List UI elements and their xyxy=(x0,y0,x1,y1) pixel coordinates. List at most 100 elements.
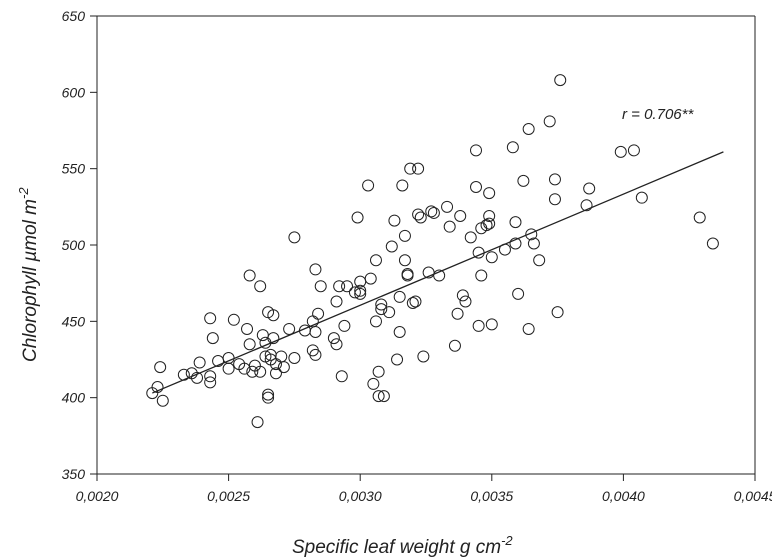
x-tick-label: 0,0035 xyxy=(470,488,513,504)
data-point xyxy=(548,173,561,186)
data-point xyxy=(254,280,267,293)
data-point xyxy=(327,332,340,345)
data-point xyxy=(427,206,440,219)
data-point xyxy=(583,182,596,195)
trend-line xyxy=(152,151,724,394)
data-point xyxy=(441,200,454,213)
data-point xyxy=(401,269,414,282)
data-point xyxy=(377,390,390,403)
data-point xyxy=(509,216,522,229)
y-axis-title-text: Chlorophyll µmol m xyxy=(20,199,41,362)
data-point xyxy=(522,122,535,135)
data-point xyxy=(517,174,530,187)
data-point xyxy=(391,353,404,366)
data-point xyxy=(485,251,498,264)
data-point xyxy=(388,214,401,227)
data-point xyxy=(283,322,296,335)
x-axis-title-superscript: -2 xyxy=(501,533,513,548)
data-point xyxy=(383,306,396,319)
x-axis-title-text: Specific leaf weight g cm xyxy=(292,537,501,558)
data-point xyxy=(614,145,627,158)
data-point xyxy=(393,326,406,339)
data-point xyxy=(483,217,496,230)
data-point xyxy=(414,211,427,224)
data-point xyxy=(480,219,493,232)
data-point xyxy=(512,287,525,300)
data-point xyxy=(262,388,275,401)
data-point xyxy=(206,332,219,345)
data-point xyxy=(191,371,204,384)
data-point xyxy=(227,313,240,326)
data-point xyxy=(522,322,535,335)
data-point xyxy=(251,416,264,429)
data-point xyxy=(154,361,167,374)
y-tick-label: 450 xyxy=(62,313,86,329)
data-point xyxy=(241,322,254,335)
data-point xyxy=(393,290,406,303)
y-tick-label: 400 xyxy=(62,390,86,406)
data-point xyxy=(288,231,301,244)
data-point xyxy=(706,237,719,250)
data-point xyxy=(451,307,464,320)
data-point xyxy=(254,365,267,378)
data-point xyxy=(348,286,361,299)
data-point xyxy=(333,280,346,293)
data-point xyxy=(433,269,446,282)
data-point xyxy=(314,280,327,293)
data-point xyxy=(256,329,269,342)
data-point xyxy=(354,287,367,300)
data-point xyxy=(425,205,438,218)
data-point xyxy=(362,179,375,192)
x-tick-label: 0,0020 xyxy=(76,488,119,504)
data-points xyxy=(146,74,719,429)
correlation-annotation: r = 0.706** xyxy=(622,106,694,123)
y-axis-title-superscript: -2 xyxy=(16,187,31,199)
data-point xyxy=(330,338,343,351)
data-point xyxy=(417,350,430,363)
data-point xyxy=(267,309,280,322)
data-point xyxy=(470,180,483,193)
data-point xyxy=(527,237,540,250)
data-point xyxy=(375,298,388,311)
data-point xyxy=(341,280,354,293)
x-tick-label: 0,0025 xyxy=(207,488,250,504)
data-point xyxy=(193,356,206,369)
data-point xyxy=(635,191,648,204)
data-point xyxy=(354,284,367,297)
data-point xyxy=(543,115,556,128)
data-point xyxy=(222,362,235,375)
data-point xyxy=(275,350,288,363)
data-point xyxy=(475,269,488,282)
data-point xyxy=(412,208,425,221)
data-point xyxy=(485,318,498,331)
data-point xyxy=(580,199,593,212)
data-point xyxy=(246,365,259,378)
data-point xyxy=(364,272,377,285)
y-tick-label: 600 xyxy=(62,84,86,100)
data-point xyxy=(448,339,461,352)
data-point xyxy=(309,263,322,276)
data-point xyxy=(309,326,322,339)
data-point xyxy=(351,211,364,224)
data-point xyxy=(459,295,472,308)
y-axis-title: Chlorophyll µmol m-2 xyxy=(16,187,41,362)
data-point xyxy=(398,229,411,242)
data-point xyxy=(204,376,217,389)
data-point xyxy=(483,187,496,200)
data-point xyxy=(156,394,169,407)
data-point xyxy=(385,240,398,253)
y-tick-label: 350 xyxy=(62,466,86,482)
data-point xyxy=(151,380,164,393)
data-point xyxy=(464,231,477,244)
data-point xyxy=(554,74,567,87)
data-point xyxy=(277,361,290,374)
data-point xyxy=(470,144,483,157)
y-tick-label: 500 xyxy=(62,237,86,253)
data-point xyxy=(330,295,343,308)
y-tick-label: 650 xyxy=(62,8,86,24)
data-point xyxy=(412,162,425,175)
data-point xyxy=(627,144,640,157)
